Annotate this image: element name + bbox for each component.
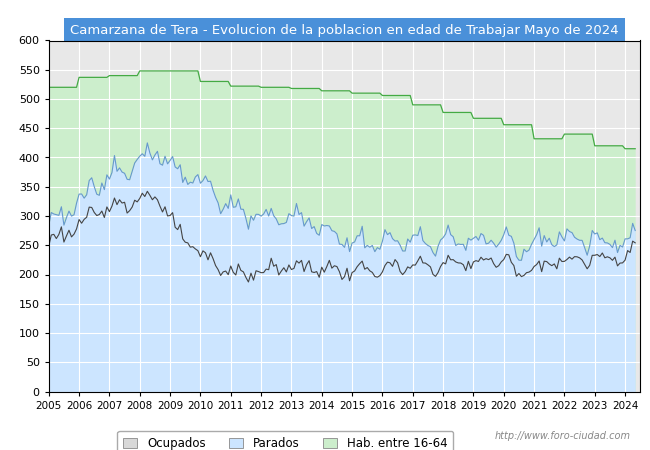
- Title: Camarzana de Tera - Evolucion de la poblacion en edad de Trabajar Mayo de 2024: Camarzana de Tera - Evolucion de la pobl…: [70, 23, 619, 36]
- Text: http://www.foro-ciudad.com: http://www.foro-ciudad.com: [495, 431, 630, 441]
- Legend: Ocupados, Parados, Hab. entre 16-64: Ocupados, Parados, Hab. entre 16-64: [118, 431, 453, 450]
